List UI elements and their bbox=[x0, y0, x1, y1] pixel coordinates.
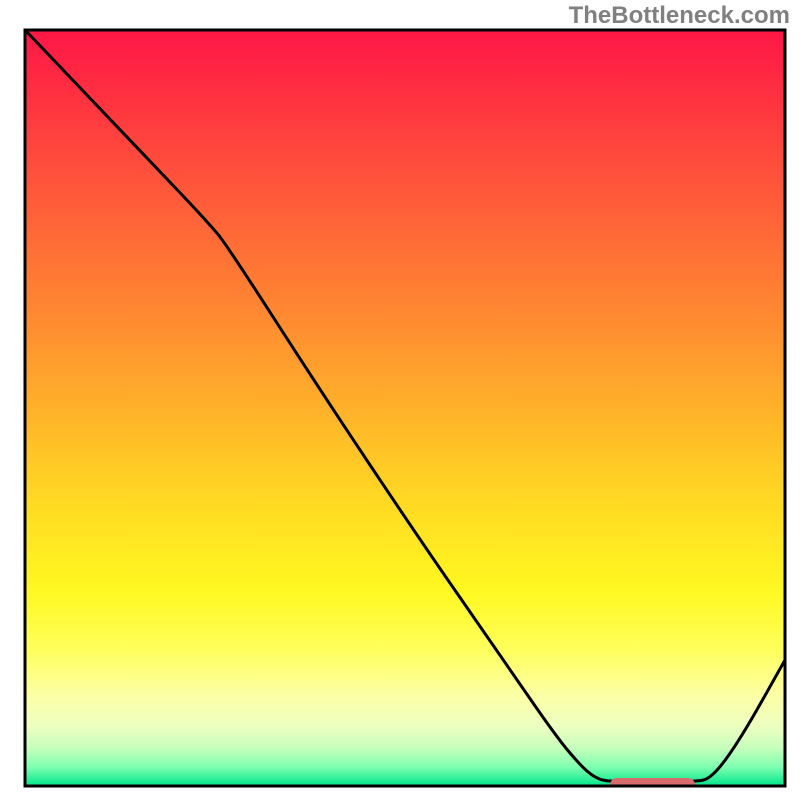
watermark-text: TheBottleneck.com bbox=[569, 2, 790, 30]
bottleneck-chart bbox=[0, 0, 800, 800]
chart-container: TheBottleneck.com bbox=[0, 0, 800, 800]
gradient-background bbox=[25, 30, 785, 786]
